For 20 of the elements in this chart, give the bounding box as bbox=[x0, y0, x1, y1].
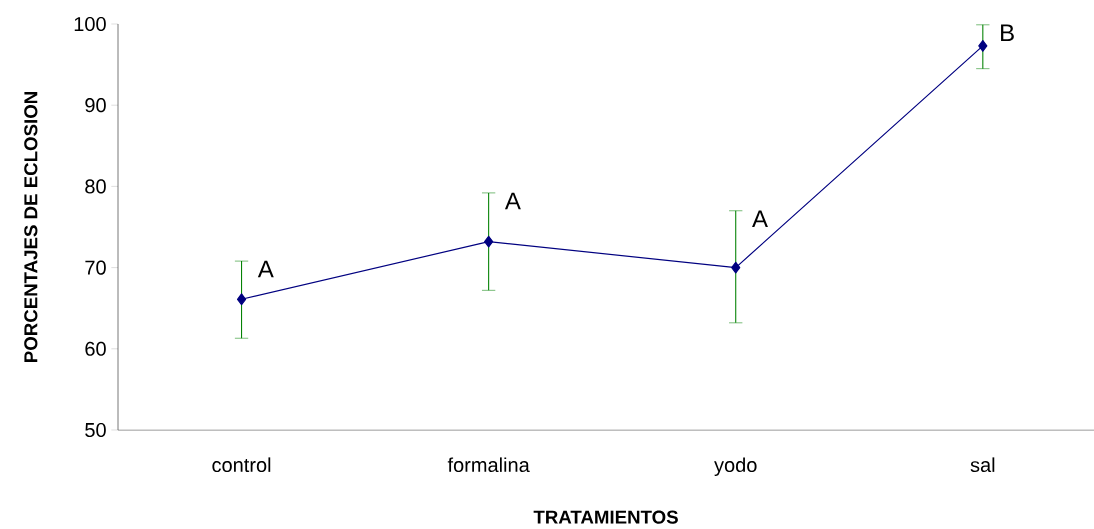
annotation: B bbox=[1001, 24, 1014, 42]
y-axis-title: PORCENTAJES DE ECLOSION bbox=[24, 92, 38, 362]
x-tick-label: sal bbox=[970, 457, 995, 473]
x-tick-label: yodo bbox=[714, 457, 757, 477]
y-tick-label: 50 bbox=[85, 422, 106, 438]
point bbox=[978, 39, 988, 52]
x-tick-label: control bbox=[212, 457, 271, 473]
point bbox=[731, 261, 741, 274]
y-tick-label: 100 bbox=[74, 16, 106, 32]
annotation: A bbox=[257, 260, 274, 278]
y-tick-label: 90 bbox=[85, 98, 106, 113]
x-axis-title: TRATAMIENTOS bbox=[533, 510, 678, 524]
annotation: A bbox=[752, 210, 768, 228]
y-tick-label: 60 bbox=[85, 341, 106, 356]
point bbox=[484, 235, 494, 248]
annotation: A bbox=[504, 192, 521, 210]
y-tick-label: 80 bbox=[85, 179, 106, 194]
point bbox=[236, 293, 247, 306]
y-tick-label: 70 bbox=[85, 260, 106, 275]
x-tick-label: formalina bbox=[447, 457, 530, 473]
